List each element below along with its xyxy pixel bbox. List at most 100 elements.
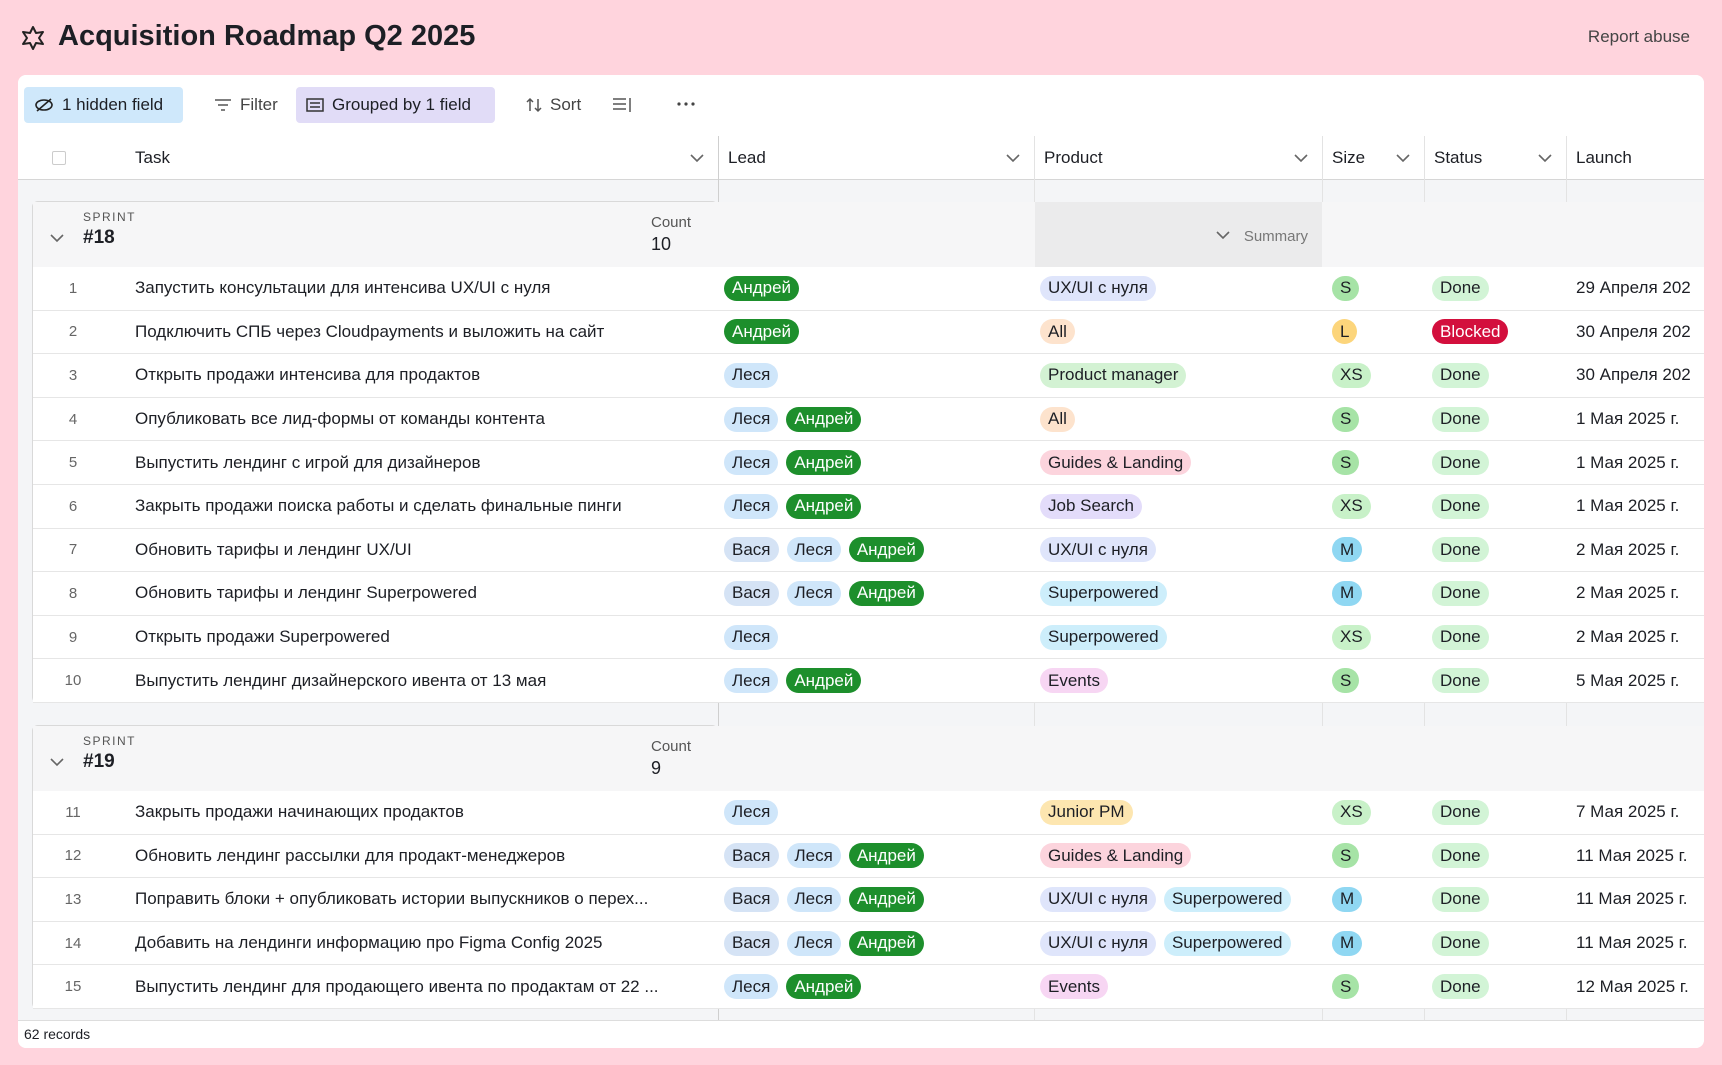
- row-number: 5: [68, 454, 78, 472]
- product-cell: Job Search: [1040, 485, 1322, 528]
- more-icon[interactable]: [676, 101, 696, 107]
- status-cell: Blocked: [1432, 311, 1562, 354]
- tag: Леся: [724, 406, 779, 432]
- filter-icon: [215, 99, 231, 111]
- sort-label: Sort: [550, 95, 582, 114]
- hidden-fields-button[interactable]: 1 hidden field: [24, 87, 183, 123]
- filter-button[interactable]: Filter: [204, 87, 288, 123]
- task-text: Открыть продажи Superpowered: [135, 627, 390, 647]
- group-toggle[interactable]: [50, 234, 64, 243]
- base-icon: [22, 26, 44, 50]
- size-cell: M: [1332, 922, 1422, 965]
- table-row: 9 Открыть продажи Superpowered Леся Superpo…: [33, 615, 1704, 660]
- column-menu[interactable]: [1294, 154, 1308, 163]
- summary-menu[interactable]: [1216, 231, 1230, 240]
- lead-cell: Вася Леся Андрей: [724, 529, 1029, 572]
- task-cell: Подключить СПБ через Cloudpayments и выл…: [135, 311, 710, 354]
- status-cell: Done: [1432, 529, 1562, 572]
- sort-icon: [526, 97, 542, 113]
- table-row: 1 Запустить консультации для интенсива UX…: [33, 267, 1704, 311]
- table-row: 11 Закрыть продажи начинающих продактов Ле…: [33, 791, 1704, 835]
- group-header: [33, 726, 1704, 792]
- status-cell: Done: [1432, 878, 1562, 921]
- size-cell: M: [1332, 572, 1422, 615]
- tag: Леся: [786, 886, 841, 912]
- task-cell: Опубликовать все лид-формы от команды ко…: [135, 398, 710, 441]
- row-number: 7: [68, 541, 78, 559]
- tag: Done: [1432, 406, 1489, 432]
- column-menu[interactable]: [1006, 154, 1020, 163]
- table-row: 7 Обновить тарифы и лендинг UX/UI Вася Леся…: [33, 528, 1704, 573]
- column-menu[interactable]: [1538, 154, 1552, 163]
- row-number: 8: [68, 584, 78, 602]
- tag: Done: [1432, 668, 1489, 694]
- launch-cell: 1 Мая 2025 г.: [1576, 398, 1704, 441]
- row-number-cell: 4: [33, 398, 113, 441]
- table-row: 12 Обновить лендинг рассылки для продакт-…: [33, 834, 1704, 879]
- product-cell: Junior PM: [1040, 791, 1322, 834]
- tag: XS: [1332, 362, 1371, 388]
- tag: S: [1332, 275, 1360, 301]
- column-header: Product: [1044, 148, 1103, 167]
- lead-cell: Вася Леся Андрей: [724, 572, 1029, 615]
- table-row: 15 Выпустить лендинг для продающего ивент…: [33, 965, 1704, 1009]
- tag: Леся: [786, 843, 841, 869]
- column-menu[interactable]: [1396, 154, 1410, 163]
- tag: All: [1040, 406, 1075, 432]
- tag: Guides & Landing: [1040, 450, 1192, 476]
- table-row: 4 Опубликовать все лид-формы от команды к…: [33, 397, 1704, 442]
- row-number: 12: [64, 847, 82, 865]
- launch-cell: 11 Мая 2025 г.: [1576, 878, 1704, 921]
- task-text: Подключить СПБ через Cloudpayments и выл…: [135, 321, 605, 341]
- status-cell: Done: [1432, 791, 1562, 834]
- tag: Вася: [724, 537, 779, 563]
- launch-date: 2 Мая 2025 г.: [1576, 539, 1680, 559]
- tag: Андрей: [848, 537, 924, 563]
- tag: Done: [1432, 537, 1489, 563]
- tag: Андрей: [724, 275, 800, 301]
- task-cell: Закрыть продажи начинающих продактов: [135, 791, 710, 834]
- row-number: 1: [68, 279, 78, 297]
- task-cell: Добавить на лендинги информацию про Figm…: [135, 922, 710, 965]
- select-all-checkbox[interactable]: [52, 151, 66, 165]
- lead-cell: Леся: [724, 354, 1029, 397]
- tag: Done: [1432, 450, 1489, 476]
- table-row: 8 Обновить тарифы и лендинг Superpowered В…: [33, 572, 1704, 616]
- product-cell: UX/UI с нуля: [1040, 267, 1322, 310]
- sort-button[interactable]: Sort: [516, 87, 591, 123]
- group-toggle[interactable]: [50, 758, 64, 767]
- launch-date: 7 Мая 2025 г.: [1576, 802, 1680, 822]
- lead-cell: Леся Андрей: [724, 441, 1029, 484]
- launch-date: 1 Мая 2025 г.: [1576, 452, 1680, 472]
- row-number: 15: [64, 978, 82, 996]
- launch-cell: 12 Мая 2025 г.: [1576, 965, 1704, 1008]
- tag: Леся: [724, 450, 779, 476]
- lead-cell: Леся Андрей: [724, 485, 1029, 528]
- column-menu[interactable]: [690, 154, 704, 163]
- tag: Андрей: [848, 580, 924, 606]
- product-cell: UX/UI с нуля: [1040, 529, 1322, 572]
- task-text: Опубликовать все лид-формы от команды ко…: [135, 409, 545, 429]
- task-cell: Выпустить лендинг для продающего ивента …: [135, 965, 710, 1008]
- report-abuse[interactable]: Report abuse: [1587, 27, 1690, 46]
- tag: Done: [1432, 493, 1489, 519]
- launch-cell: 2 Мая 2025 г.: [1576, 616, 1704, 659]
- row-number-cell: 13: [33, 878, 113, 921]
- launch-date: 12 Мая 2025 г.: [1576, 976, 1689, 996]
- launch-cell: 2 Мая 2025 г.: [1576, 572, 1704, 615]
- lead-cell: Андрей: [724, 267, 1029, 310]
- row-height-icon[interactable]: [612, 97, 634, 113]
- tag: L: [1332, 319, 1358, 345]
- row-number: 10: [64, 672, 82, 690]
- launch-cell: 2 Мая 2025 г.: [1576, 529, 1704, 572]
- product-cell: Superpowered: [1040, 572, 1322, 615]
- tag: Андрей: [848, 930, 924, 956]
- tag: Леся: [786, 930, 841, 956]
- row-number-cell: 1: [33, 267, 113, 310]
- tag: All: [1040, 319, 1075, 345]
- table-row: 13 Поправить блоки + опубликовать истории…: [33, 878, 1704, 922]
- tag: UX/UI с нуля: [1040, 275, 1156, 301]
- group-button[interactable]: Grouped by 1 field: [296, 87, 495, 123]
- lead-cell: Вася Леся Андрей: [724, 922, 1029, 965]
- lead-cell: Леся Андрей: [724, 398, 1029, 441]
